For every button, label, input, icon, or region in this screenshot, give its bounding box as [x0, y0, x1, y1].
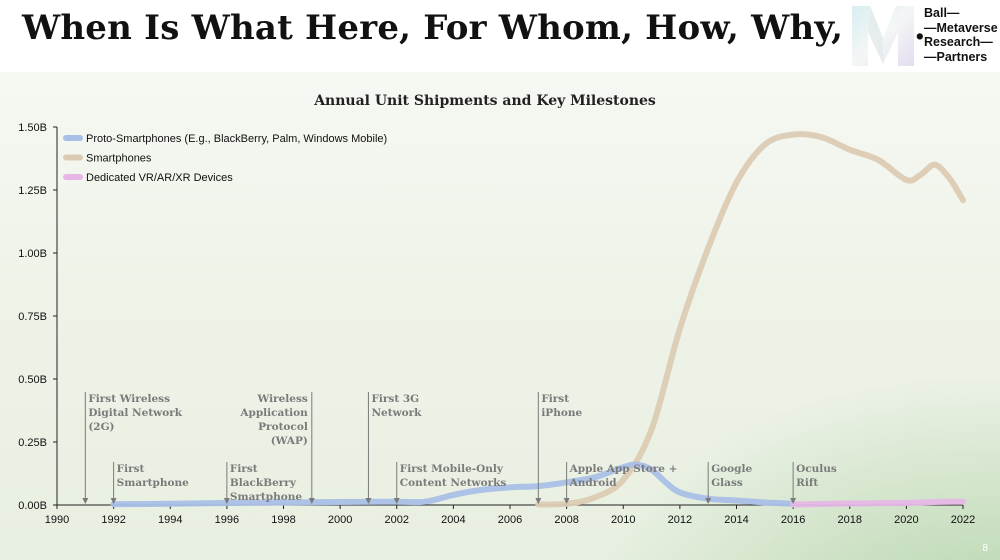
series-line-smart — [535, 131, 966, 508]
milestone-label: First — [117, 463, 145, 475]
milestone-label: (WAP) — [271, 435, 308, 447]
y-tick-label: 1.25B — [18, 185, 47, 197]
x-tick-label: 2018 — [838, 514, 862, 526]
milestone-arrow-icon — [393, 498, 400, 504]
milestone-label: Smartphone — [230, 491, 302, 503]
x-tick-label: 1996 — [215, 514, 239, 526]
y-tick-label: 1.00B — [18, 248, 47, 260]
milestone-label: Network — [371, 407, 422, 419]
x-tick-label: 2002 — [385, 514, 409, 526]
y-tick-label: 0.25B — [18, 437, 47, 449]
logo-line: —Metaverse — [924, 20, 998, 35]
shipments-chart: Annual Unit Shipments and Key Milestones… — [18, 93, 975, 526]
legend-label: Smartphones — [86, 153, 152, 165]
logo-line: —Partners — [924, 49, 988, 64]
milestone-label: Google — [711, 463, 752, 475]
milestone-arrow-icon — [223, 498, 230, 504]
milestone-label: First — [541, 393, 569, 405]
milestone-label: Apple App Store + — [569, 463, 678, 475]
milestone-arrow-icon — [110, 498, 117, 504]
milestone-label: Glass — [711, 477, 743, 489]
milestone-label: Rift — [796, 477, 818, 489]
milestone-label: Application — [239, 407, 308, 419]
x-tick-label: 2014 — [724, 514, 748, 526]
y-tick-label: 0.50B — [18, 374, 47, 386]
logo-line: Ball— — [924, 6, 960, 20]
milestone-arrow-icon — [535, 498, 542, 504]
y-tick-label: 1.50B — [18, 122, 47, 134]
x-tick-label: 2000 — [328, 514, 352, 526]
milestone-label: Oculus — [796, 463, 837, 475]
milestone-label: Wireless — [257, 393, 308, 405]
milestone-label: Protocol — [258, 421, 308, 433]
milestone-label: Digital Network — [88, 407, 182, 419]
milestone-label: Android — [569, 477, 618, 489]
legend-label: Dedicated VR/AR/XR Devices — [86, 172, 233, 184]
y-tick-label: 0.75B — [18, 311, 47, 323]
milestone-label: (2G) — [88, 421, 114, 433]
milestone-arrow-icon — [308, 498, 315, 504]
milestone-label: First Wireless — [88, 393, 170, 405]
x-tick-label: 2008 — [554, 514, 578, 526]
milestone-label: First Mobile-Only — [400, 463, 504, 475]
x-tick-label: 1994 — [158, 514, 182, 526]
x-tick-label: 2016 — [781, 514, 805, 526]
series-line-vr — [790, 498, 966, 508]
milestone-arrow-icon — [790, 498, 797, 504]
milestone-arrow-icon — [82, 498, 89, 504]
milestone-arrow-icon — [563, 498, 570, 504]
chart-title: Annual Unit Shipments and Key Milestones — [313, 93, 656, 109]
chart-background — [0, 72, 1000, 560]
x-tick-label: 2022 — [951, 514, 975, 526]
page-title: When Is What Here, For Whom, How, Why, e… — [22, 8, 926, 48]
x-tick-label: 1998 — [271, 514, 295, 526]
logo-mark-icon — [850, 4, 916, 68]
logo-line: Research— — [924, 35, 993, 49]
x-tick-label: 2012 — [668, 514, 692, 526]
company-logo: Ball— —Metaverse Research— —Partners — [850, 4, 998, 68]
milestone-label: First — [230, 463, 258, 475]
milestone-label: BlackBerry — [230, 477, 297, 489]
milestone-arrow-icon — [705, 498, 712, 504]
page-number: 8 — [982, 543, 988, 554]
x-tick-label: 2020 — [894, 514, 918, 526]
x-tick-label: 1992 — [101, 514, 125, 526]
x-tick-label: 2004 — [441, 514, 465, 526]
y-tick-label: 0.00B — [18, 500, 47, 512]
x-tick-label: 1990 — [45, 514, 69, 526]
milestone-label: Content Networks — [400, 477, 507, 489]
milestone-label: iPhone — [541, 407, 582, 419]
legend-label: Proto-Smartphones (E.g., BlackBerry, Pal… — [86, 133, 387, 145]
x-tick-label: 2006 — [498, 514, 522, 526]
milestone-label: First 3G — [371, 393, 419, 405]
milestone-arrow-icon — [365, 498, 372, 504]
milestone-label: Smartphone — [117, 477, 189, 489]
x-tick-label: 2010 — [611, 514, 635, 526]
